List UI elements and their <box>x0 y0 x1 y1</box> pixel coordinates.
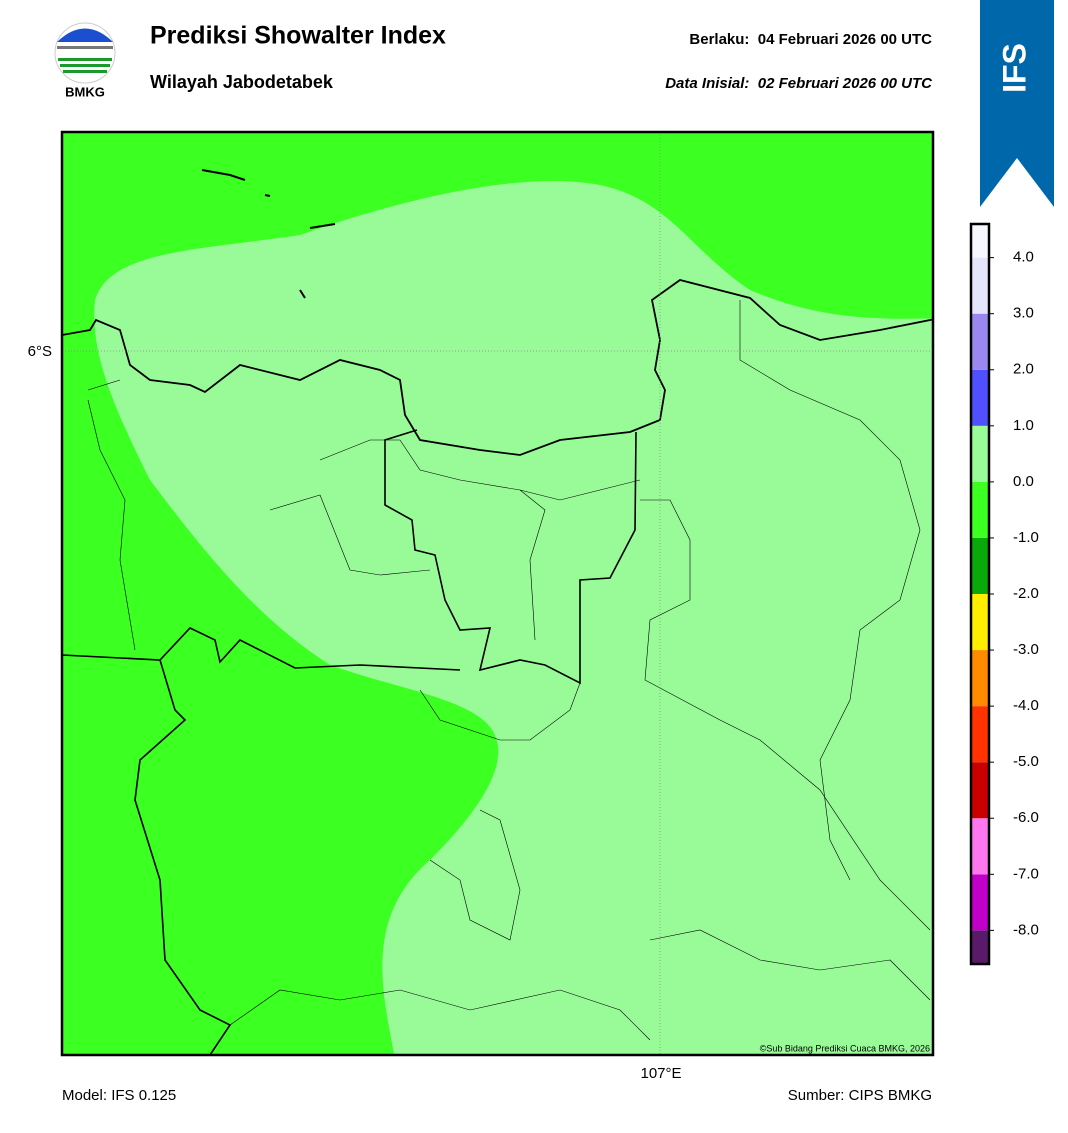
map: ©Sub Bidang Prediksi Cuaca BMKG, 2026 6°… <box>28 130 935 1082</box>
province-border <box>134 659 232 1055</box>
tick-label: -3.0 <box>1013 641 1039 658</box>
map-frame <box>60 130 935 1057</box>
color-segment <box>971 481 989 538</box>
init-time: Data Inisial: 02 Februari 2026 00 UTC <box>665 75 933 92</box>
tick-label: -8.0 <box>1013 921 1039 938</box>
tick-label: -4.0 <box>1013 697 1039 714</box>
tick-label: -2.0 <box>1013 585 1039 602</box>
color-segment <box>971 313 989 370</box>
tick-label: 1.0 <box>1013 417 1034 434</box>
colorbar: -8.0 -7.0 -6.0 -5.0 -4.0 -3.0 -2.0 -1.0 0.0 1.0 2.… <box>969 222 1039 966</box>
tick-label: 3.0 <box>1013 305 1034 322</box>
color-segment <box>971 224 989 258</box>
district-border <box>87 300 931 1041</box>
color-segment <box>971 762 989 819</box>
tick-label: 0.0 <box>1013 473 1034 490</box>
source-note: Sumber: CIPS BMKG <box>788 1087 932 1104</box>
color-segment <box>971 706 989 763</box>
color-segment <box>971 369 989 426</box>
lat-label: 6°S <box>28 343 52 360</box>
coastline <box>62 279 933 456</box>
island <box>201 169 336 299</box>
tick-label: -6.0 <box>1013 809 1039 826</box>
tick-label: 4.0 <box>1013 249 1034 266</box>
color-segment <box>971 818 989 875</box>
title: Prediksi Showalter Index <box>150 22 446 50</box>
province-border <box>62 429 637 685</box>
color-segment <box>971 650 989 707</box>
tick-label: -7.0 <box>1013 865 1039 882</box>
lon-label: 107°E <box>640 1065 681 1082</box>
logo-text: BMKG <box>65 84 105 99</box>
color-segment <box>971 874 989 931</box>
color-segment <box>971 594 989 651</box>
badge-text: IFS <box>996 43 1032 93</box>
color-segment <box>971 930 989 964</box>
color-segment <box>971 425 989 482</box>
logo: BMKG <box>54 22 116 99</box>
tick-label: -1.0 <box>1013 529 1039 546</box>
subtitle: Wilayah Jabodetabek <box>150 72 334 92</box>
valid-time: Berlaku: 04 Februari 2026 00 UTC <box>689 31 932 48</box>
field-pale <box>94 181 933 1055</box>
ifs-badge <box>980 0 1054 207</box>
tick-label: 2.0 <box>1013 361 1034 378</box>
color-segment <box>971 537 989 594</box>
tick-label: -5.0 <box>1013 753 1039 770</box>
copyright: ©Sub Bidang Prediksi Cuaca BMKG, 2026 <box>760 1043 930 1053</box>
color-segment <box>971 257 989 314</box>
model-note: Model: IFS 0.125 <box>62 1087 176 1104</box>
